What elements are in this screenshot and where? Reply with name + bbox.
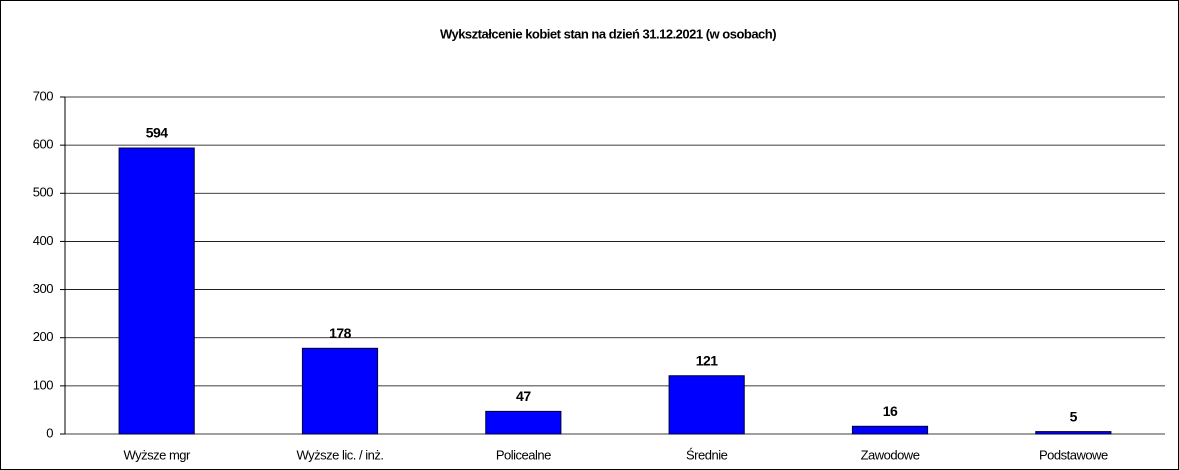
x-tick-label: Wyższe lic. / inż. xyxy=(297,447,384,462)
data-label: 5 xyxy=(1070,408,1078,424)
bar xyxy=(301,347,379,435)
data-label: 178 xyxy=(329,325,352,341)
x-tick-label: Podstawowe xyxy=(1039,447,1108,462)
data-label: 121 xyxy=(696,352,719,368)
data-label: 16 xyxy=(883,403,898,419)
y-tick-label: 300 xyxy=(33,281,53,296)
y-tick-label: 0 xyxy=(46,425,53,440)
x-tick-label: Średnie xyxy=(686,447,728,462)
y-tick-label: 600 xyxy=(33,137,53,152)
y-tick-label: 500 xyxy=(33,185,53,200)
x-tick-label: Zawodowe xyxy=(861,447,920,462)
y-tick-label: 100 xyxy=(33,377,53,392)
bar xyxy=(118,147,195,435)
data-label: 594 xyxy=(146,125,169,141)
data-label: 47 xyxy=(516,388,531,404)
y-tick-label: 200 xyxy=(33,329,53,344)
bar xyxy=(668,375,745,435)
y-tick-label: 400 xyxy=(33,233,53,248)
bar xyxy=(485,410,562,435)
bar xyxy=(1035,431,1112,435)
x-tick-label: Policealne xyxy=(496,447,551,462)
y-tick-label: 700 xyxy=(33,88,53,103)
x-tick-label: Wyższe mgr xyxy=(123,447,191,462)
chart-title: Wykształcenie kobiet stan na dzień 31.12… xyxy=(440,26,776,41)
bar xyxy=(851,425,929,435)
